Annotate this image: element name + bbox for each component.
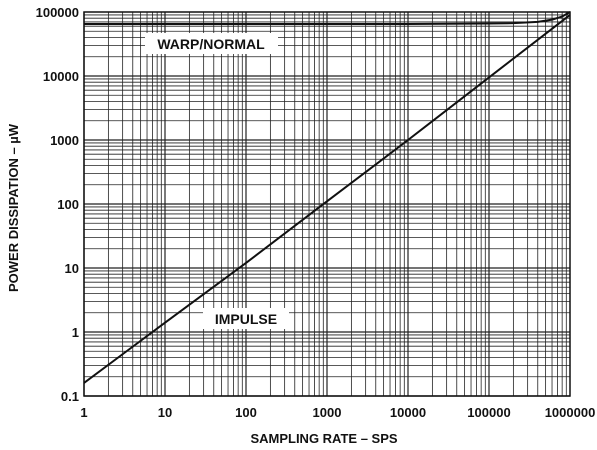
y-tick-label: 1000	[50, 133, 79, 148]
x-tick-label: 1	[80, 405, 87, 420]
x-axis-ticks: 1 10 100 1000 10000 100000 1000000	[80, 405, 595, 420]
series-layer	[83, 11, 571, 384]
series-line-warp-normal	[84, 11, 571, 25]
grid	[83, 12, 570, 397]
x-tick-label: 10000	[390, 405, 426, 420]
y-tick-label: 10	[65, 261, 79, 276]
y-tick-label: 100000	[36, 5, 79, 20]
y-tick-label: 100	[57, 197, 79, 212]
x-tick-label: 100	[235, 405, 257, 420]
series-label-warp-normal: WARP/NORMAL	[157, 36, 265, 52]
y-tick-label: 10000	[43, 69, 79, 84]
y-axis-title: POWER DISSIPATION – µW	[6, 123, 21, 292]
warp-normal-label-box: WARP/NORMAL	[145, 33, 278, 54]
x-tick-label: 10	[158, 405, 172, 420]
x-tick-label: 1000000	[545, 405, 596, 420]
y-axis-ticks: 0.1 1 10 100 1000 10000 100000	[36, 5, 79, 404]
series-label-impulse: IMPULSE	[215, 311, 277, 327]
plot-frame	[83, 11, 571, 397]
impulse-label-box: IMPULSE	[203, 308, 289, 329]
x-tick-label: 1000	[313, 405, 342, 420]
y-tick-label: 0.1	[61, 389, 79, 404]
x-axis-title: SAMPLING RATE – SPS	[250, 431, 397, 446]
y-tick-label: 1	[72, 325, 79, 340]
x-tick-label: 100000	[467, 405, 510, 420]
series-line-impulse	[83, 14, 571, 384]
